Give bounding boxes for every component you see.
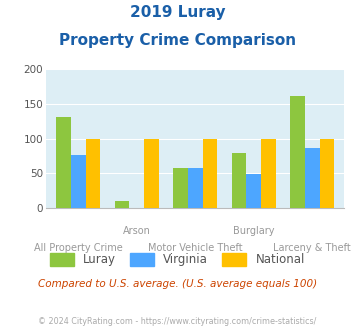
Bar [290,96,305,208]
Bar [56,117,71,208]
Text: Property Crime Comparison: Property Crime Comparison [59,33,296,48]
Bar [320,139,334,208]
Bar [305,148,320,208]
Text: Motor Vehicle Theft: Motor Vehicle Theft [148,243,242,252]
Text: Compared to U.S. average. (U.S. average equals 100): Compared to U.S. average. (U.S. average … [38,279,317,289]
Text: Burglary: Burglary [233,226,274,236]
Bar [246,174,261,208]
Text: © 2024 CityRating.com - https://www.cityrating.com/crime-statistics/: © 2024 CityRating.com - https://www.city… [38,317,317,326]
Bar [232,153,246,208]
Text: Arson: Arson [123,226,151,236]
Legend: Luray, Virginia, National: Luray, Virginia, National [50,253,305,266]
Bar [115,201,130,208]
Bar [203,139,217,208]
Bar [173,168,188,208]
Bar [71,154,86,208]
Text: Larceny & Theft: Larceny & Theft [273,243,351,252]
Text: All Property Crime: All Property Crime [34,243,123,252]
Bar [188,168,203,208]
Bar [86,139,100,208]
Bar [261,139,275,208]
Bar [144,139,159,208]
Text: 2019 Luray: 2019 Luray [130,5,225,20]
